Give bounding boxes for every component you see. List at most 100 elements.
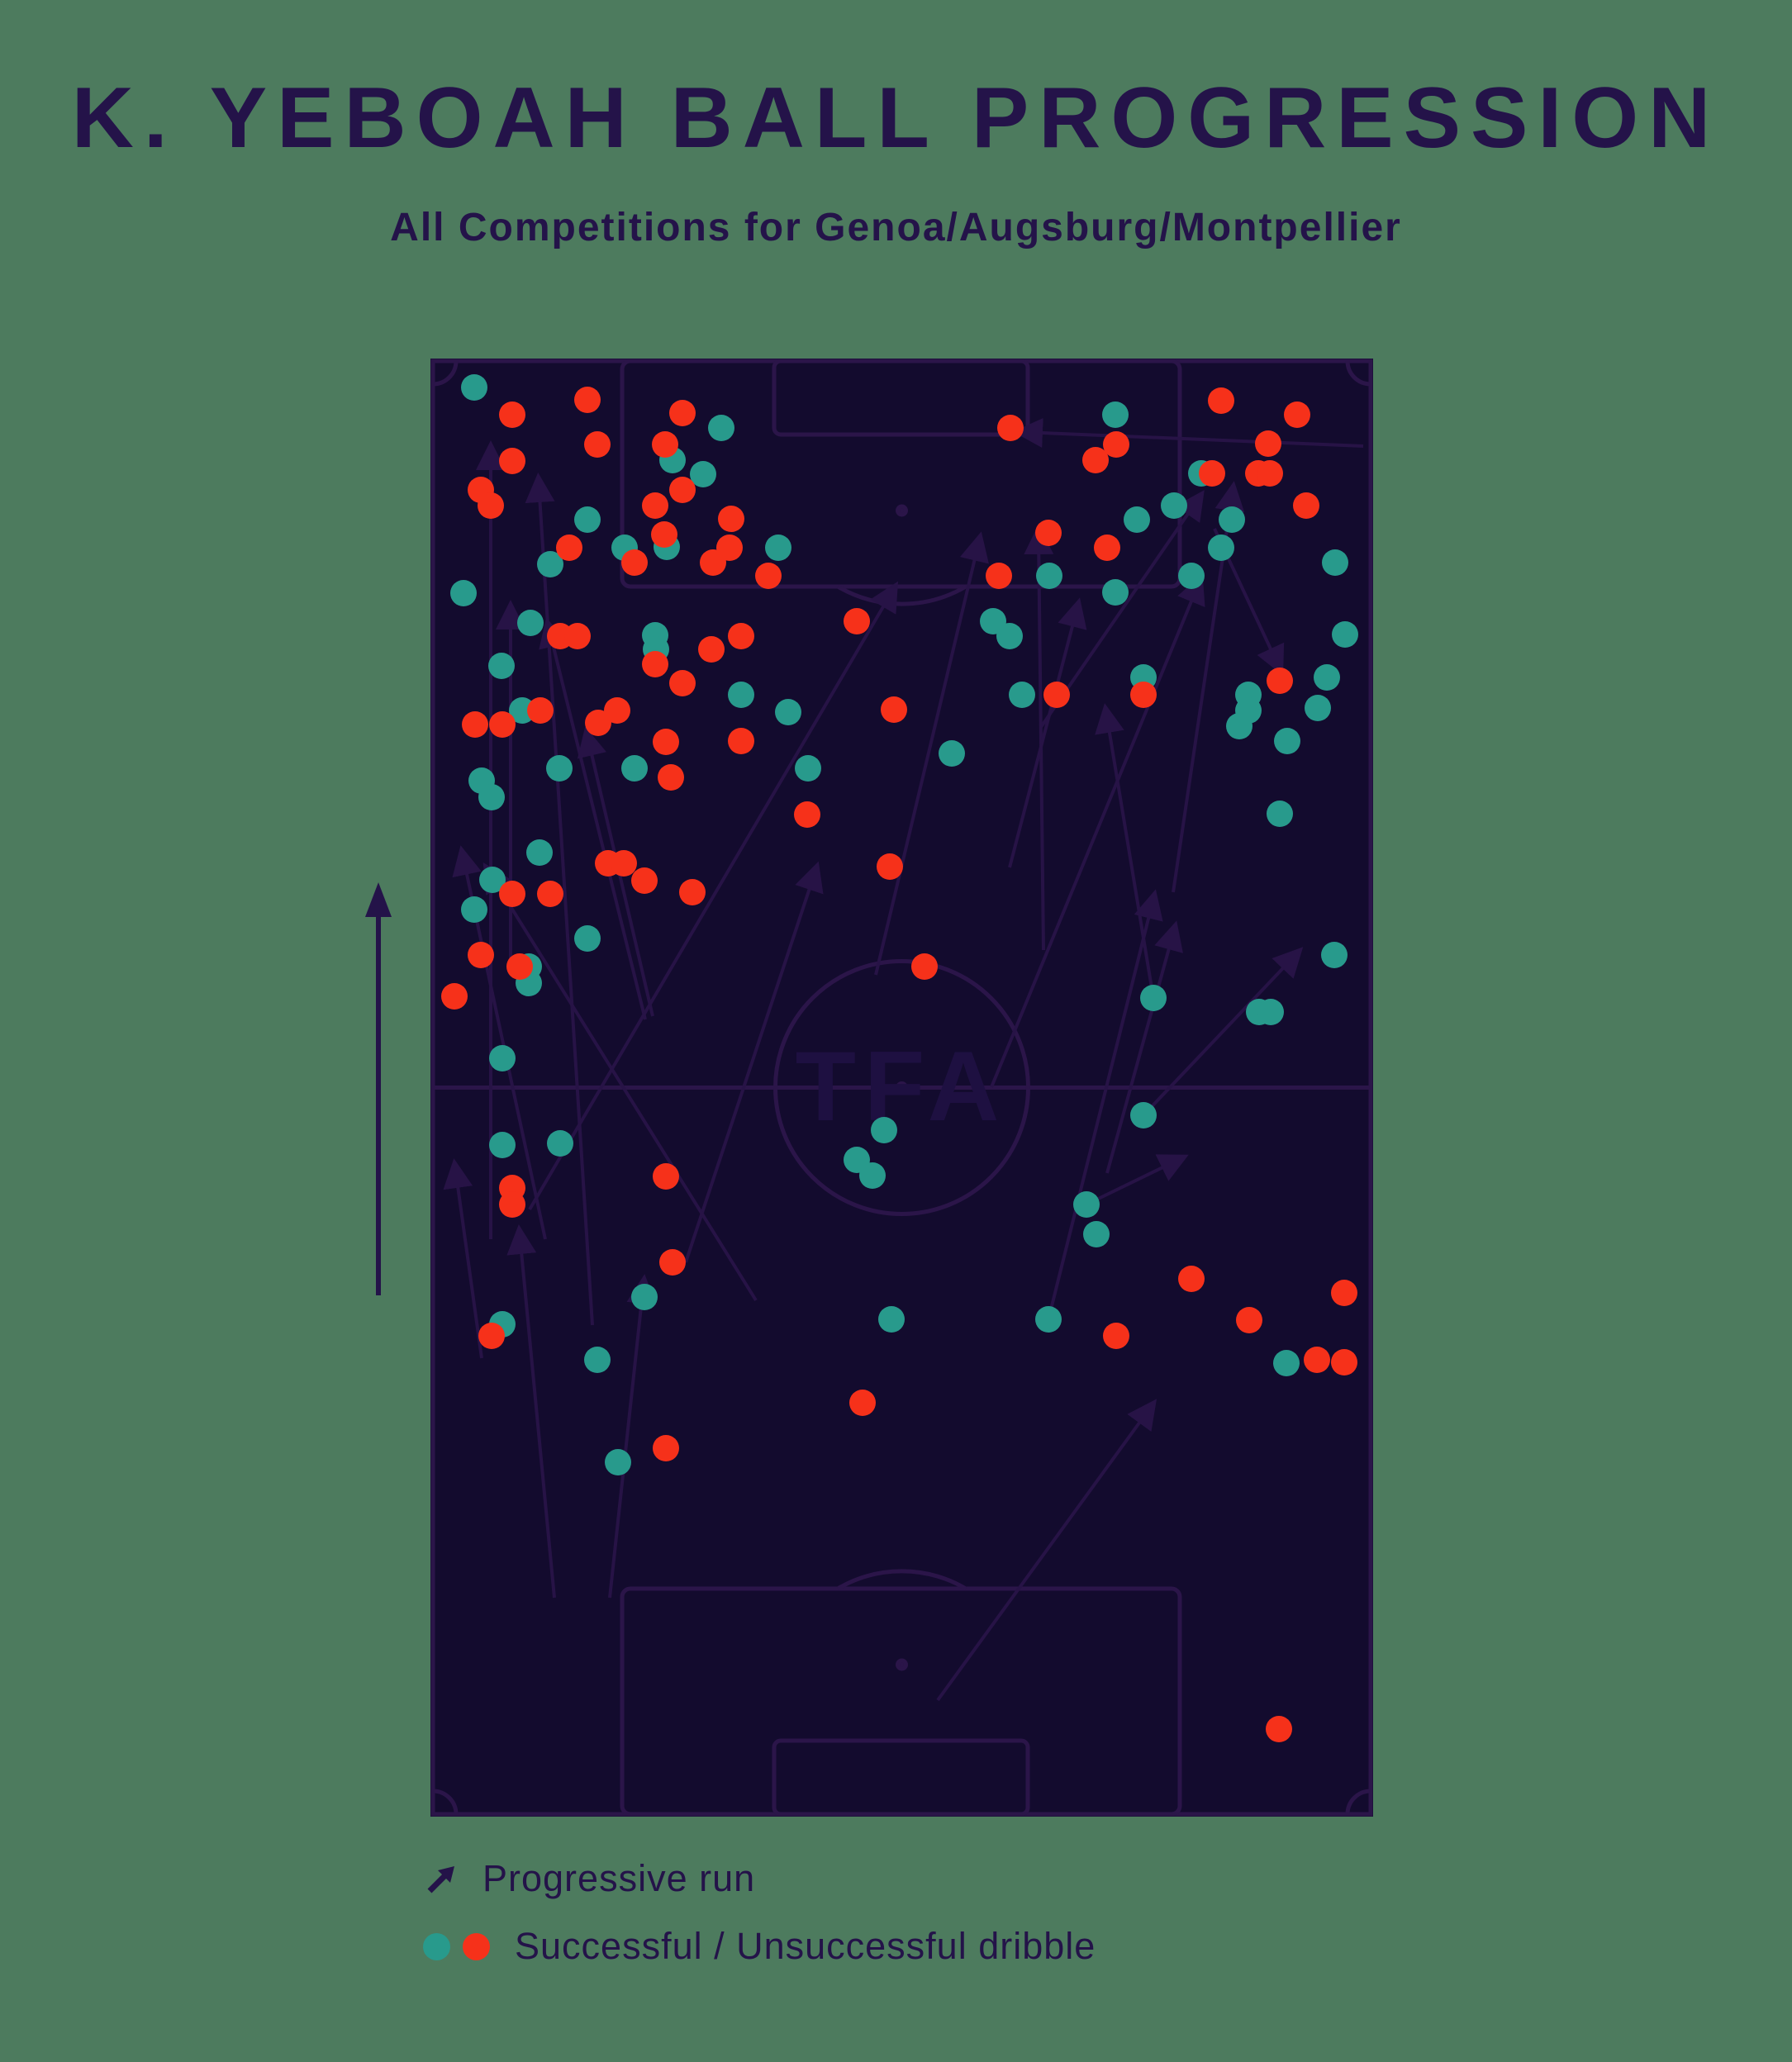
pitch-svg: TFA [430,359,1373,1817]
unsuccessful-dribble-dot [1103,1323,1129,1349]
successful-dribble-dot [939,740,965,767]
legend-progressive-run: Progressive run [423,1857,1096,1900]
unsuccessful-dribble-dot [489,711,516,738]
successful-dribble-dot [574,925,601,952]
unsuccessful-dribble-dot [877,853,903,880]
unsuccessful-dribble-dot [631,867,658,894]
page-subtitle: All Competitions for Genoa/Augsburg/Mont… [390,206,1402,249]
unsuccessful-dribble-dot [651,521,677,548]
successful-dribble-dot [546,755,573,782]
successful-dribble-dot [1178,563,1205,589]
successful-dribble-dot [1273,1350,1300,1376]
unsuccessful-dribble-dot [604,697,630,724]
unsuccessful-dribble-dot [1130,682,1157,708]
progressive-run-arrow [684,861,824,1263]
unsuccessful-dribble-dot [1043,682,1070,708]
unsuccessful-dribble-dot [698,636,725,663]
successful-dribble-dot [1102,401,1129,428]
unsuccessful-dribble-dot [1082,447,1109,473]
unsuccessful-dribble-dot [1236,1307,1262,1333]
successful-dribble-dot [1036,563,1062,589]
successful-dribble-dot [631,1284,658,1310]
unsuccessful-dribble-dot [1094,535,1120,561]
progressive-run-arrow [577,726,654,1017]
successful-dribble-dot [1083,1221,1110,1247]
unsuccessful-dribble-dot [1035,520,1062,546]
progressive-run-arrow [539,617,647,1020]
unsuccessful-dribble-dot [849,1390,876,1416]
unsuccessful-dribble-dot [611,850,637,877]
legend: Progressive run Successful / Unsuccessfu… [423,1857,1096,1968]
unsuccessful-dribble-dot [1255,430,1281,457]
successful-dribble-dot [1267,801,1293,827]
successful-dribble-dot [878,1306,905,1333]
unsuccessful-dribble-dot [499,401,525,428]
unsuccessful-dribble-dot [499,448,525,474]
successful-dribble-dot [1009,682,1035,708]
successful-dribble-dot [479,867,506,893]
successful-dribble-dot [1161,492,1187,519]
successful-dribble-dot [1226,713,1252,739]
legend-progressive-run-label: Progressive run [482,1857,756,1899]
successful-dribble-dot [489,1132,516,1158]
tfa-watermark: TFA [796,1031,1008,1142]
unsuccessful-dribble-dot [1199,460,1225,487]
successful-dribble-dot [574,506,601,533]
unsuccessful-dribble-dot [642,651,668,677]
unsuccessful-dribble-dot [585,710,611,736]
successful-dribble-dot [1332,621,1358,648]
unsuccessful-dribble-dot [652,431,678,458]
successful-dribble-dot [1073,1191,1100,1218]
progressive-run-arrow [1142,947,1304,1117]
unsuccessful-dribble-dot [1304,1347,1330,1373]
unsuccessful-dribble-dot [1208,387,1234,414]
progressive-run-arrow [1095,703,1155,999]
unsuccessful-dribble-dot [1284,401,1310,428]
unsuccessful-dribble-dot [527,697,554,724]
unsuccessful-dribble-dot [653,729,679,755]
unsuccessful-dribble-dot [669,670,696,696]
successful-dribble-dot [1314,664,1340,691]
unsuccessful-dribble-dot [506,953,533,980]
unsuccessful-dribble-dot [621,549,648,576]
unsuccessful-dribble-dot [794,801,820,828]
successful-dribble-dot [621,755,648,782]
successful-dribble-dot [488,653,515,679]
successful-dribble-dot [1130,1102,1157,1128]
progressive-run-arrow [874,531,989,976]
successful-dribble-dot [537,551,563,577]
unsuccessful-dribble-dot [584,431,611,458]
successful-dribble-dot [1257,999,1284,1025]
pitch-map: TFA [430,359,1373,1817]
successful-dribble-dot [859,1162,886,1189]
successful-dribble-dot [526,839,553,866]
unsuccessful-dribble-dot [997,415,1024,441]
unsuccessful-dribble-dot [1178,1266,1205,1292]
legend-dribble-dots [423,1932,490,1960]
unsuccessful-dribble-dot [462,711,488,738]
unsuccessful-dribble-dot [881,696,907,723]
successful-dribble-dot [1219,506,1245,533]
direction-of-play-arrow-icon [365,882,392,1295]
successful-dribble-dot [1102,579,1129,606]
unsuccessful-dribble-dot [1257,460,1283,487]
successful-dribble-dot [461,374,487,401]
successful-dribble-dot [509,697,535,724]
unsuccessful-dribble-dot [986,563,1012,589]
successful-dribble-dot [871,1117,897,1143]
successful-dribble-dot [1322,549,1348,576]
unsuccessful-dribble-dot [755,563,782,589]
successful-dribble-dot-icon [423,1932,450,1960]
dribble-dots-layer [441,374,1358,1742]
successful-dribble-dot [489,1045,516,1071]
unsuccessful-dribble-dot [556,535,582,561]
unsuccessful-dribble-dot [669,400,696,426]
unsuccessful-dribble-dot [844,608,870,634]
unsuccessful-dribble-dot [1267,668,1293,694]
successful-dribble-dot [1274,728,1300,754]
unsuccessful-dribble-dot [1293,492,1319,519]
progressive-run-arrow [1047,889,1163,1320]
unsuccessful-dribble-dot [728,623,754,649]
progressive-run-arrow [1008,597,1087,868]
